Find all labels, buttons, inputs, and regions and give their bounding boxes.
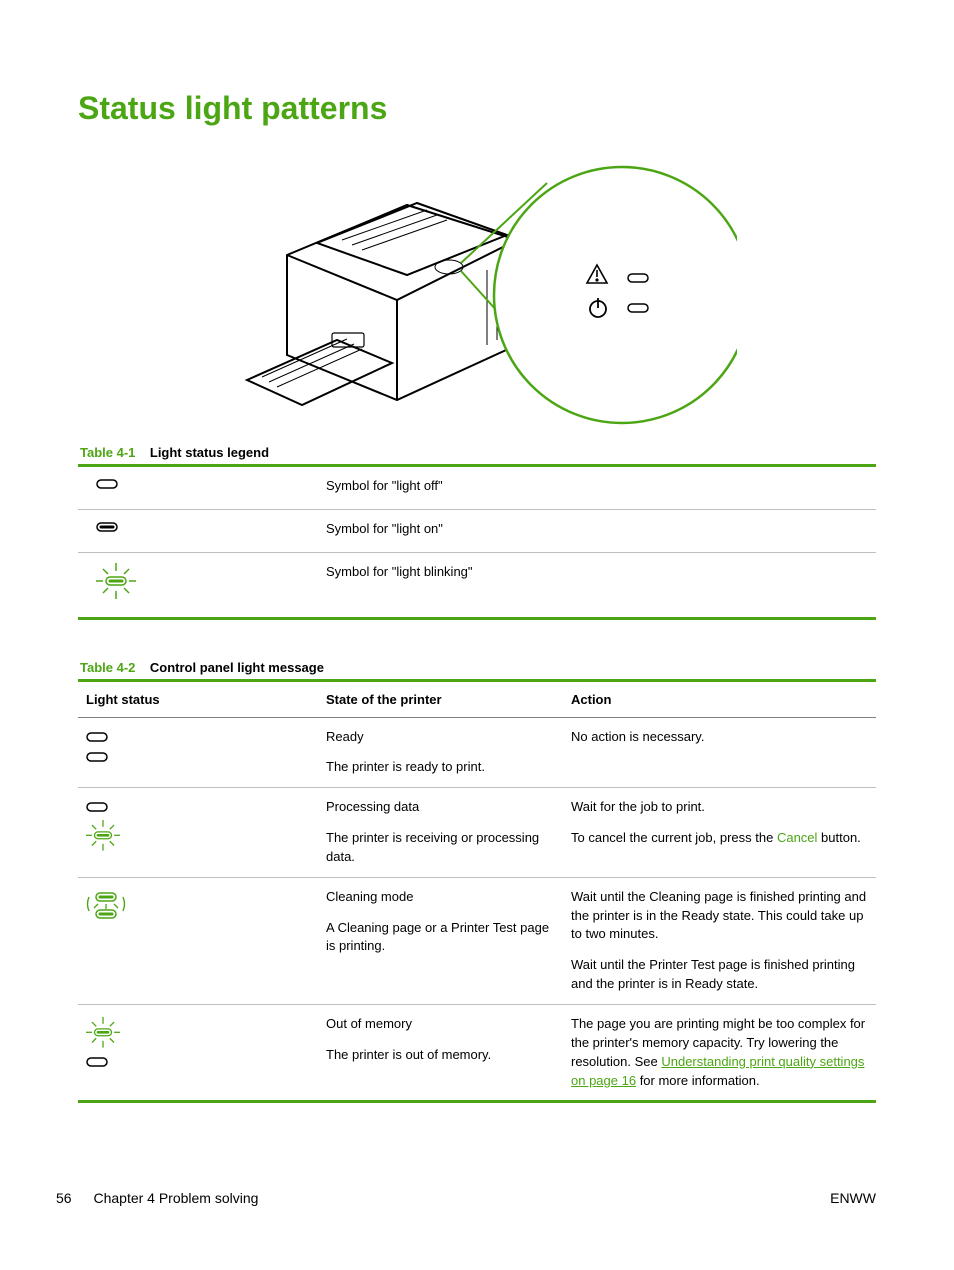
printer-diagram <box>217 145 737 435</box>
state-body: The printer is ready to print. <box>326 758 555 777</box>
table-row: Ready The printer is ready to print. No … <box>78 717 876 788</box>
page-footer: 56 Chapter 4 Problem solving ENWW <box>56 1190 876 1206</box>
legend-desc: Symbol for "light blinking" <box>318 552 876 618</box>
chapter-label: Chapter 4 Problem solving <box>93 1190 258 1206</box>
table1-caption: Table 4-1 Light status legend <box>78 445 876 460</box>
table-row: Symbol for "light blinking" <box>78 552 876 618</box>
state-body: The printer is receiving or processing d… <box>326 829 555 867</box>
action-text: To cancel the current job, press the Can… <box>571 829 868 848</box>
table-row: Out of memory The printer is out of memo… <box>78 1004 876 1101</box>
table2-number: Table 4-2 <box>80 660 135 675</box>
table-row: Symbol for "light off" <box>78 466 876 510</box>
state-body: The printer is out of memory. <box>326 1046 555 1065</box>
light-on-icon <box>96 520 120 536</box>
col-header: State of the printer <box>318 680 563 717</box>
state-body: A Cleaning page or a Printer Test page i… <box>326 919 555 957</box>
page-title: Status light patterns <box>78 90 876 127</box>
light-off-icon <box>96 477 120 493</box>
col-header: Action <box>563 680 876 717</box>
message-table: Light status State of the printer Action… <box>78 679 876 1104</box>
table1-title: Light status legend <box>150 445 269 460</box>
state-title: Cleaning mode <box>326 888 555 907</box>
state-title: Out of memory <box>326 1015 555 1034</box>
light-blinking-icon <box>96 563 138 601</box>
action-text: Wait until the Printer Test page is fini… <box>571 956 868 994</box>
table-row: Processing data The printer is receiving… <box>78 788 876 878</box>
action-text: No action is necessary. <box>571 728 868 747</box>
state-title: Processing data <box>326 798 555 817</box>
table1-number: Table 4-1 <box>80 445 135 460</box>
footer-right: ENWW <box>830 1190 876 1206</box>
light-status-icon <box>86 888 310 930</box>
light-status-icon <box>86 728 310 764</box>
table-row: Cleaning mode A Cleaning page or a Print… <box>78 877 876 1004</box>
light-status-icon <box>86 1015 310 1069</box>
table2-title: Control panel light message <box>150 660 324 675</box>
legend-table: Symbol for "light off" Symbol for "light… <box>78 464 876 620</box>
action-text: Wait for the job to print. <box>571 798 868 817</box>
legend-desc: Symbol for "light on" <box>318 509 876 552</box>
table-row: Symbol for "light on" <box>78 509 876 552</box>
table2-caption: Table 4-2 Control panel light message <box>78 660 876 675</box>
cancel-label: Cancel <box>777 830 817 845</box>
page-number: 56 <box>56 1190 72 1206</box>
legend-desc: Symbol for "light off" <box>318 466 876 510</box>
col-header: Light status <box>78 680 318 717</box>
action-text: Wait until the Cleaning page is finished… <box>571 888 868 945</box>
light-status-icon <box>86 798 310 852</box>
state-title: Ready <box>326 728 555 747</box>
action-text: The page you are printing might be too c… <box>571 1015 868 1090</box>
